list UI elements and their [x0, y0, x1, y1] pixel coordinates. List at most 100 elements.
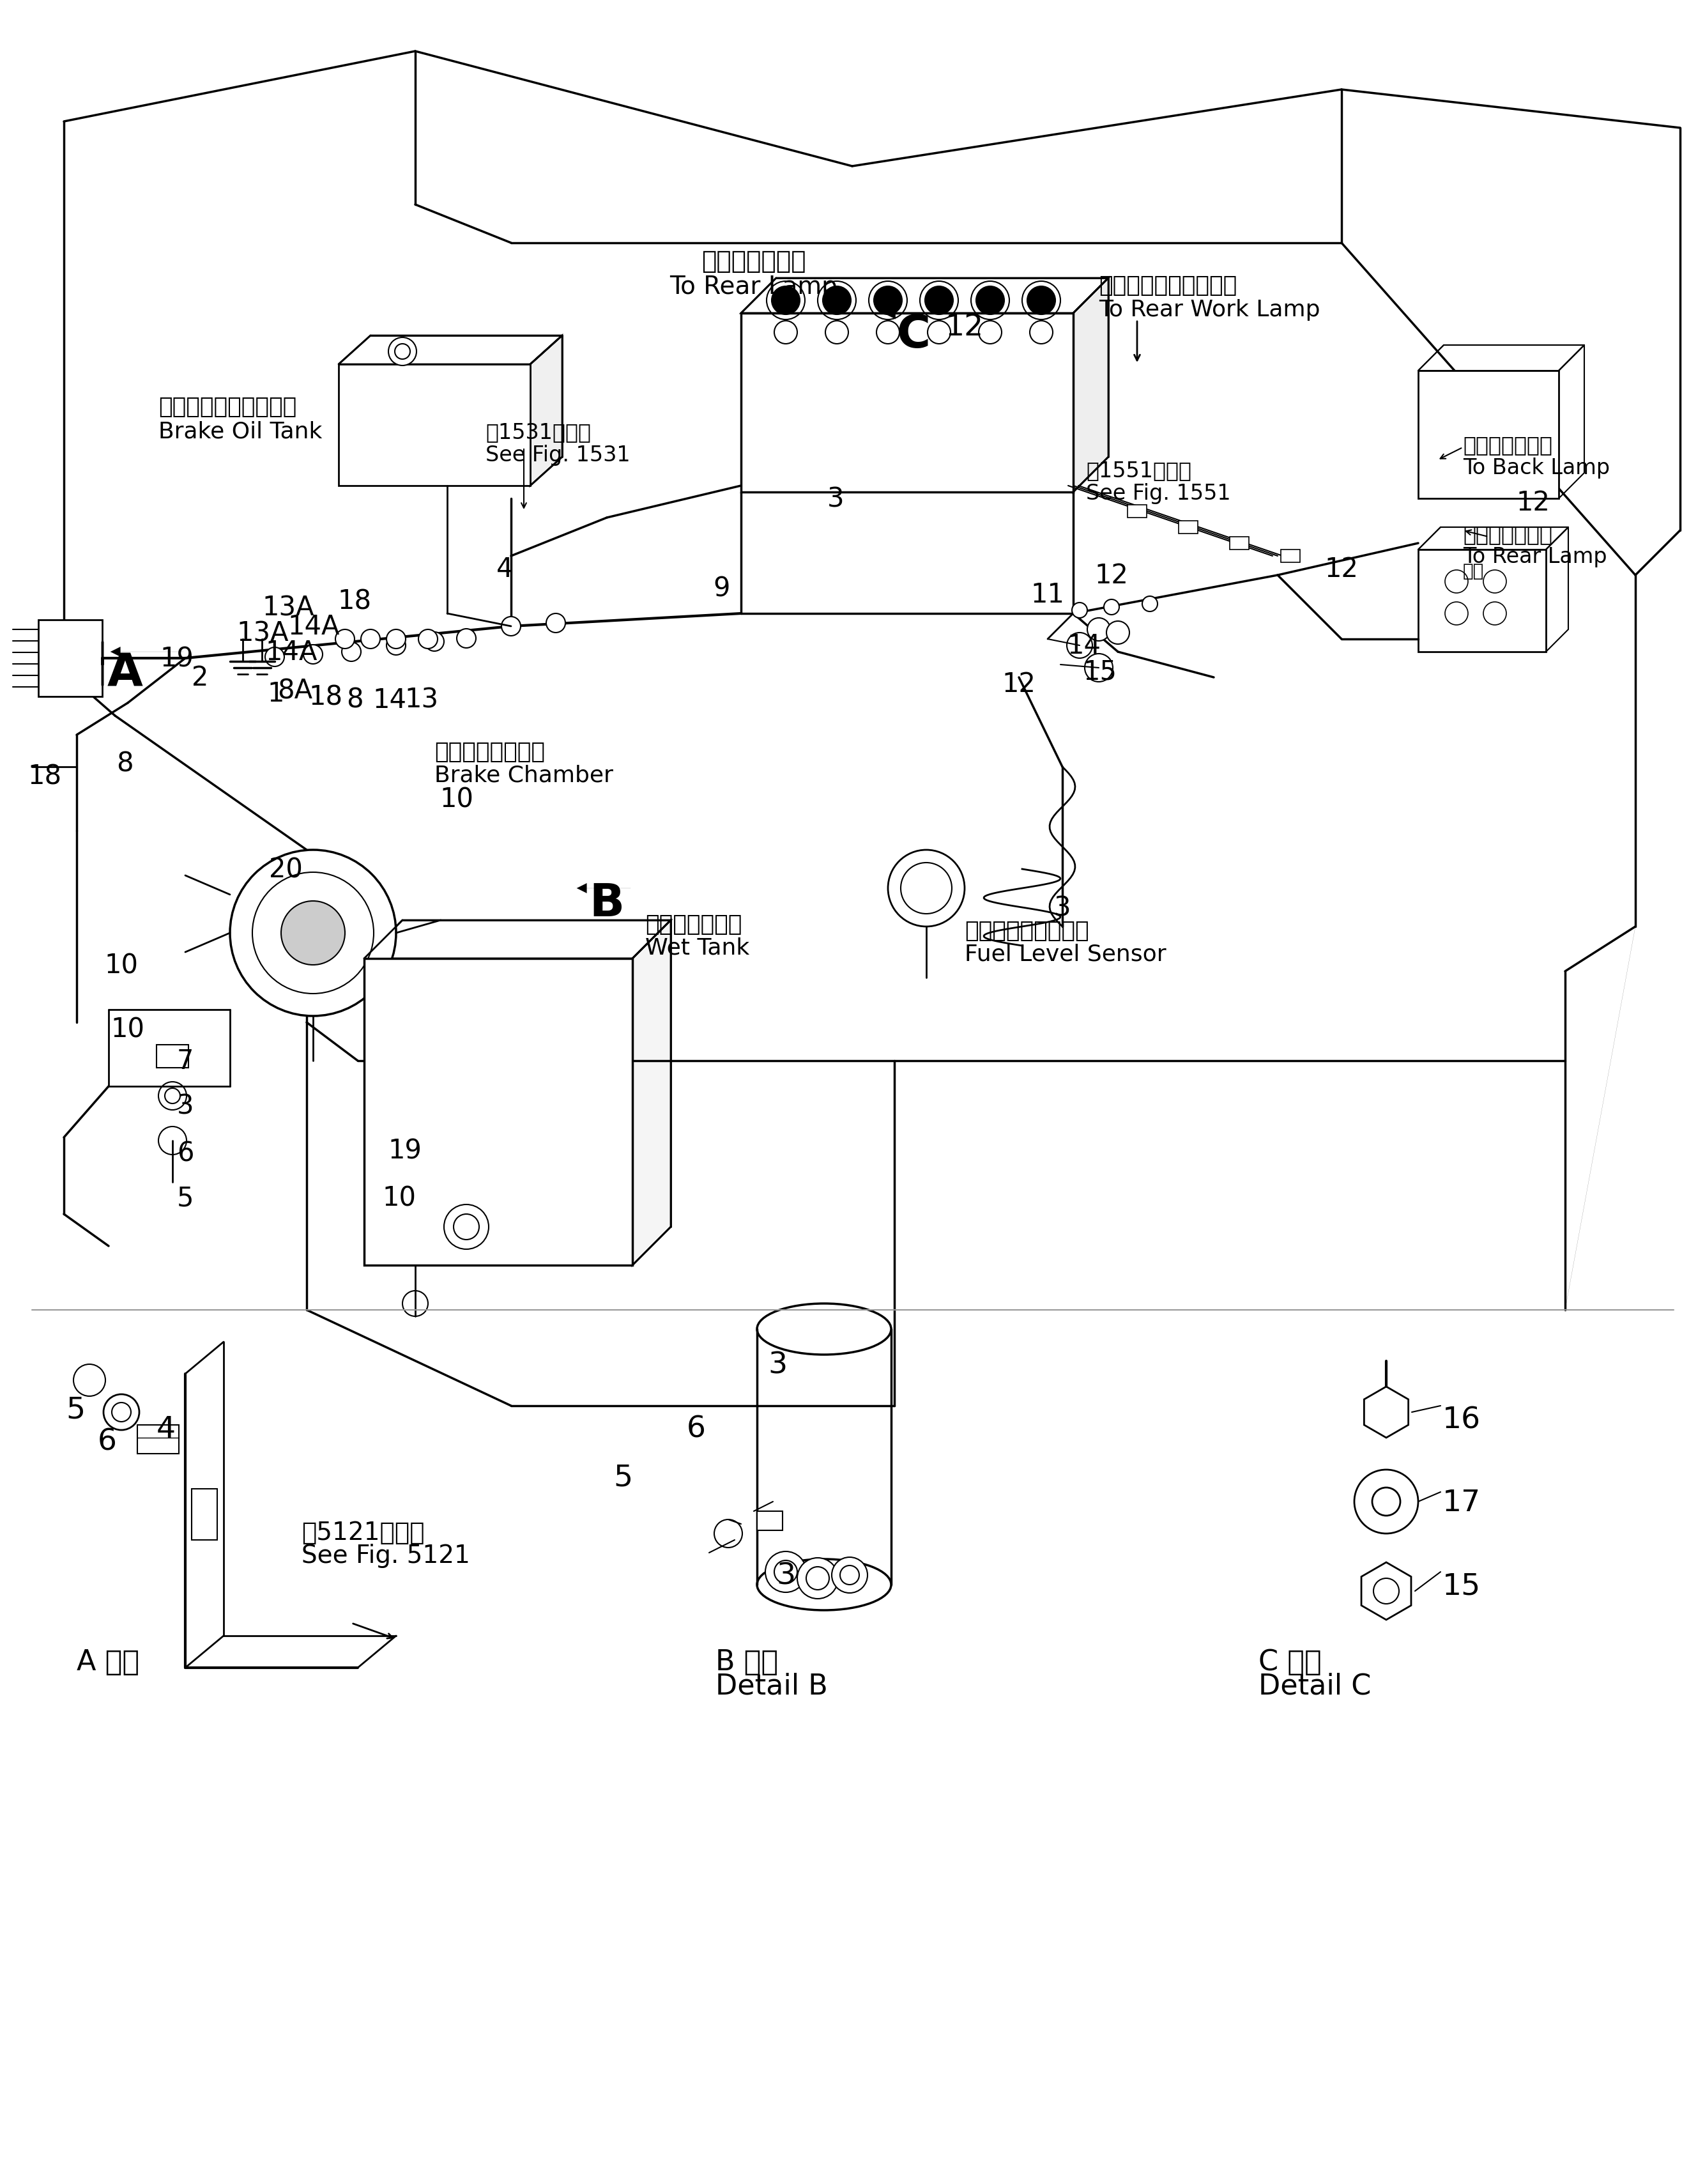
Text: 18: 18: [309, 684, 343, 710]
Text: 10: 10: [440, 786, 474, 812]
Text: To Back Lamp: To Back Lamp: [1463, 456, 1610, 478]
Text: C 詳細: C 詳細: [1258, 1649, 1321, 1675]
Text: 8: 8: [116, 751, 133, 778]
Polygon shape: [1419, 345, 1584, 371]
Polygon shape: [742, 277, 1108, 312]
Circle shape: [1142, 596, 1158, 612]
Text: B 詳細: B 詳細: [716, 1649, 777, 1675]
Circle shape: [1103, 598, 1118, 614]
Text: 6: 6: [97, 1428, 118, 1457]
Circle shape: [1072, 603, 1088, 618]
Text: 10: 10: [382, 1186, 416, 1212]
Circle shape: [824, 286, 851, 314]
Text: 19: 19: [160, 644, 193, 673]
Text: 3: 3: [1054, 895, 1071, 922]
Polygon shape: [1072, 277, 1108, 491]
Bar: [742, 312, 1072, 491]
Ellipse shape: [757, 1559, 892, 1610]
Text: 第5121図参照: 第5121図参照: [302, 1520, 425, 1544]
Circle shape: [926, 286, 953, 314]
Text: 15: 15: [1442, 1572, 1482, 1601]
Text: バックランプへ: バックランプへ: [1463, 435, 1552, 456]
Text: 3: 3: [827, 485, 844, 513]
Bar: [1127, 505, 1147, 518]
Circle shape: [303, 644, 322, 664]
Text: 20: 20: [269, 856, 302, 882]
Circle shape: [1088, 618, 1110, 640]
Circle shape: [418, 629, 438, 649]
Bar: [1229, 537, 1248, 550]
Text: 12: 12: [1516, 489, 1550, 515]
Circle shape: [341, 642, 361, 662]
Circle shape: [389, 336, 416, 365]
Text: 10: 10: [111, 1016, 145, 1042]
Circle shape: [1026, 286, 1055, 314]
Text: 10: 10: [104, 952, 138, 978]
Circle shape: [1354, 1470, 1419, 1533]
Circle shape: [546, 614, 566, 633]
Circle shape: [457, 629, 476, 649]
Polygon shape: [365, 919, 670, 959]
Polygon shape: [339, 336, 563, 365]
Text: リヤーランプへ: リヤーランプへ: [701, 249, 806, 273]
Bar: [38, 620, 102, 697]
Bar: [138, 1424, 179, 1455]
Circle shape: [1107, 620, 1129, 644]
Bar: [1178, 520, 1199, 533]
Bar: [339, 365, 530, 485]
Text: 2: 2: [191, 664, 208, 692]
Text: リヤーランプへ: リヤーランプへ: [1463, 524, 1552, 546]
Text: ブレーキチャンバ: ブレーキチャンバ: [435, 740, 546, 762]
Text: A: A: [107, 651, 143, 697]
Text: 3: 3: [177, 1092, 194, 1120]
Text: Brake Chamber: Brake Chamber: [435, 764, 614, 786]
Text: 14A: 14A: [264, 640, 317, 666]
Bar: [365, 959, 633, 1265]
Text: 14: 14: [1067, 633, 1101, 660]
Circle shape: [1084, 653, 1113, 681]
Text: 5: 5: [177, 1186, 194, 1212]
Circle shape: [888, 850, 965, 926]
Polygon shape: [1419, 526, 1569, 550]
Text: Detail C: Detail C: [1258, 1673, 1371, 1701]
Circle shape: [336, 629, 355, 649]
Bar: [1419, 371, 1558, 498]
Text: ２）: ２）: [1463, 561, 1483, 581]
Circle shape: [832, 1557, 868, 1592]
Text: 5: 5: [614, 1463, 633, 1492]
Text: フェルレベルセンサ: フェルレベルセンサ: [965, 919, 1089, 941]
Text: 12: 12: [1095, 561, 1129, 590]
Circle shape: [387, 636, 406, 655]
Circle shape: [361, 629, 380, 649]
Circle shape: [875, 286, 902, 314]
Text: B: B: [590, 882, 624, 926]
Text: 13: 13: [404, 688, 438, 714]
Circle shape: [1067, 633, 1093, 657]
Text: See Fig. 1531: See Fig. 1531: [486, 446, 631, 465]
Text: 4: 4: [157, 1415, 176, 1444]
Text: 18: 18: [27, 764, 61, 791]
Bar: [1419, 550, 1546, 651]
Text: 9: 9: [713, 574, 730, 603]
Text: Fuel Level Sensor: Fuel Level Sensor: [965, 943, 1166, 965]
Bar: [1280, 550, 1299, 561]
Circle shape: [975, 286, 1004, 314]
Text: 18: 18: [338, 587, 372, 614]
Text: To Rear Work Lamp: To Rear Work Lamp: [1098, 299, 1320, 321]
Text: 12: 12: [1003, 670, 1037, 697]
Polygon shape: [530, 336, 563, 485]
Text: 4: 4: [496, 557, 513, 583]
Circle shape: [281, 902, 344, 965]
Text: 11: 11: [1032, 581, 1064, 609]
Text: See Fig. 5121: See Fig. 5121: [302, 1544, 471, 1568]
Text: C: C: [897, 312, 931, 358]
Bar: [757, 1511, 783, 1531]
Circle shape: [425, 631, 443, 651]
Circle shape: [264, 646, 285, 666]
Circle shape: [798, 1557, 839, 1599]
Text: 12: 12: [1325, 557, 1359, 583]
Text: 15: 15: [1083, 657, 1117, 686]
Circle shape: [766, 1551, 806, 1592]
Text: Wet Tank: Wet Tank: [644, 937, 750, 959]
Text: Detail B: Detail B: [716, 1673, 827, 1701]
